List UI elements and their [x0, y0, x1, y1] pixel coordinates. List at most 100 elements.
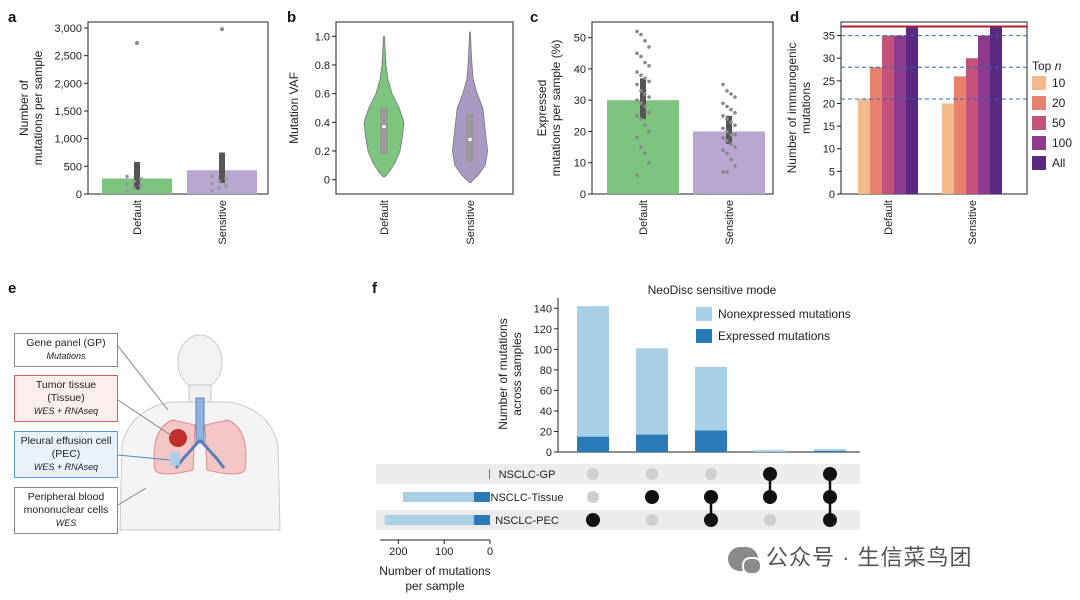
panel-d-legend-swatch	[1032, 156, 1046, 170]
panel-f-set-label: NSCLC-PEC	[495, 515, 559, 527]
panel-a-sample-point	[217, 187, 221, 191]
panel-f-membership-dot-empty	[587, 468, 599, 480]
panel-c-sample-point	[721, 170, 725, 174]
panel-c-y-tick-label: 50	[574, 33, 586, 45]
panel-c-y-tick-label: 10	[574, 158, 586, 170]
panel-d-legend-label: 10	[1052, 76, 1066, 90]
panel-letter-b: b	[287, 9, 296, 26]
panel-d-bar-All	[990, 27, 1002, 194]
panel-c-sample-point	[733, 133, 737, 137]
panel-c-sample-point	[725, 152, 729, 156]
panel-c-sample-point	[725, 117, 729, 121]
pbmc-box: Peripheral blood mononuclear cells WES	[14, 487, 118, 534]
panel-a-chart: 0 500 1,000 1,500 2,000 2,500 3,000 Number ofmu…	[17, 22, 268, 245]
panel-f-membership-dot-filled	[823, 513, 837, 527]
panel-c-sample-point	[647, 130, 651, 134]
panel-f-bar-expressed	[577, 437, 609, 452]
panel-d-chart: 05101520253035Number of immunogenicmutat…	[785, 22, 1072, 245]
panel-b-violin	[364, 36, 404, 176]
panel-a-sample-point	[210, 175, 214, 179]
panel-a-y-tick-label: 2,500	[54, 51, 82, 63]
panel-c-sample-point	[647, 111, 651, 115]
panel-f-y-tick-label: 80	[540, 365, 552, 377]
panel-a-sample-point	[224, 177, 228, 181]
panel-b-x-label: Default	[379, 200, 391, 235]
panel-c-sample-point	[733, 111, 737, 115]
panel-b-y-tick-label: 0	[324, 175, 330, 187]
panel-b-median-dot	[468, 138, 472, 142]
panel-b-quartile-box	[380, 108, 388, 154]
panel-f-set-tick-label: 100	[435, 546, 453, 558]
panel-f-ylabel: Number of mutationsacross samples	[496, 318, 524, 429]
panel-c-sample-point	[721, 83, 725, 87]
panel-d-bar-All	[906, 27, 918, 194]
panel-c-sample-point	[639, 117, 643, 121]
panel-c-sample-point	[733, 145, 737, 149]
panel-f-set-bar-nonexpressed	[385, 515, 474, 525]
panel-d-ylabel: Number of immunogenicmutations	[785, 43, 813, 174]
panel-a-x-label: Sensitive	[217, 200, 229, 245]
gene-panel-box: Gene panel (GP) Mutations	[14, 333, 118, 367]
pleural-effusion-shape	[170, 452, 180, 466]
panel-f-membership-dot-filled	[704, 513, 718, 527]
panel-letter-a: a	[8, 9, 17, 26]
panel-d-bar-50	[966, 58, 978, 194]
panel-a-ylabel: Number ofmutations per sample	[17, 50, 45, 165]
panel-a-y-tick-label: 3,000	[54, 23, 82, 35]
panel-a-outlier-point	[135, 41, 139, 45]
panel-f-set-bar-expressed	[474, 492, 490, 502]
panel-a-y-tick-label: 0	[76, 189, 82, 201]
panel-b-y-tick-label: 1.0	[315, 31, 330, 43]
panel-c-chart: 01020304050Expressedmutations per sample…	[535, 22, 773, 245]
panel-a-y-tick-label: 2,000	[54, 78, 82, 90]
panel-c-sample-point	[729, 92, 733, 96]
panel-f-set-label: NSCLC-GP	[499, 469, 556, 481]
gene-panel-sub: Mutations	[19, 350, 113, 363]
watermark-text: 公众号 · 生信菜鸟团	[766, 545, 973, 570]
panel-f-membership-dot-empty	[646, 468, 658, 480]
panel-f-membership-dot-filled	[645, 490, 659, 504]
panel-f-bar-expressed	[695, 430, 727, 452]
pleural-effusion-sub: WES + RNAseq	[19, 461, 113, 474]
panel-f-membership-dot-filled	[763, 490, 777, 504]
panel-f-bar-nonexpressed	[754, 450, 786, 452]
panel-letter-c: c	[530, 9, 538, 26]
panel-d-legend-swatch	[1032, 76, 1046, 90]
panel-a-error-bar	[219, 153, 225, 183]
tumor-shape	[169, 429, 187, 447]
panel-c-sample-point	[721, 127, 725, 131]
panel-d-bar-20	[954, 76, 966, 194]
panel-f-bar-nonexpressed	[636, 348, 668, 434]
panel-a-sample-point	[224, 184, 228, 188]
wechat-icon	[728, 547, 758, 571]
panel-c-sample-point	[725, 89, 729, 93]
panel-c-sample-point	[643, 123, 647, 127]
panel-f-bar-nonexpressed	[814, 449, 846, 451]
panel-a-sample-point	[139, 184, 143, 188]
head-shape	[178, 335, 222, 389]
panel-c-sample-point	[639, 102, 643, 106]
panel-f-y-tick-label: 40	[540, 406, 552, 418]
panel-f-legend-label: Expressed mutations	[718, 329, 830, 343]
panel-d-bar-10	[942, 103, 954, 194]
panel-c-sample-point	[721, 114, 725, 118]
panel-d-legend-swatch	[1032, 136, 1046, 150]
panel-a-x-label: Default	[132, 200, 144, 235]
panel-c-sample-point	[733, 164, 737, 168]
panel-d-legend-title: Top n	[1032, 59, 1062, 73]
panel-f-y-tick-label: 140	[534, 303, 552, 315]
panel-d-x-label: Default	[883, 200, 895, 235]
panel-c-sample-point	[733, 95, 737, 99]
panel-c-y-tick-label: 40	[574, 64, 586, 76]
panel-f-membership-dot-filled	[823, 467, 837, 481]
panel-c-sample-point	[647, 80, 651, 84]
tumor-tissue-box: Tumor tissue (Tissue) WES + RNAseq	[14, 375, 118, 422]
panel-c-sample-point	[729, 142, 733, 146]
panel-c-sample-point	[647, 95, 651, 99]
panel-d-legend-label: 20	[1052, 96, 1066, 110]
panel-f-legend-swatch	[696, 307, 712, 321]
panel-f-set-tick-label: 200	[389, 546, 407, 558]
panel-c-sample-point	[643, 152, 647, 156]
panel-c-sample-point	[725, 105, 729, 109]
panel-f-bar-nonexpressed	[577, 306, 609, 436]
